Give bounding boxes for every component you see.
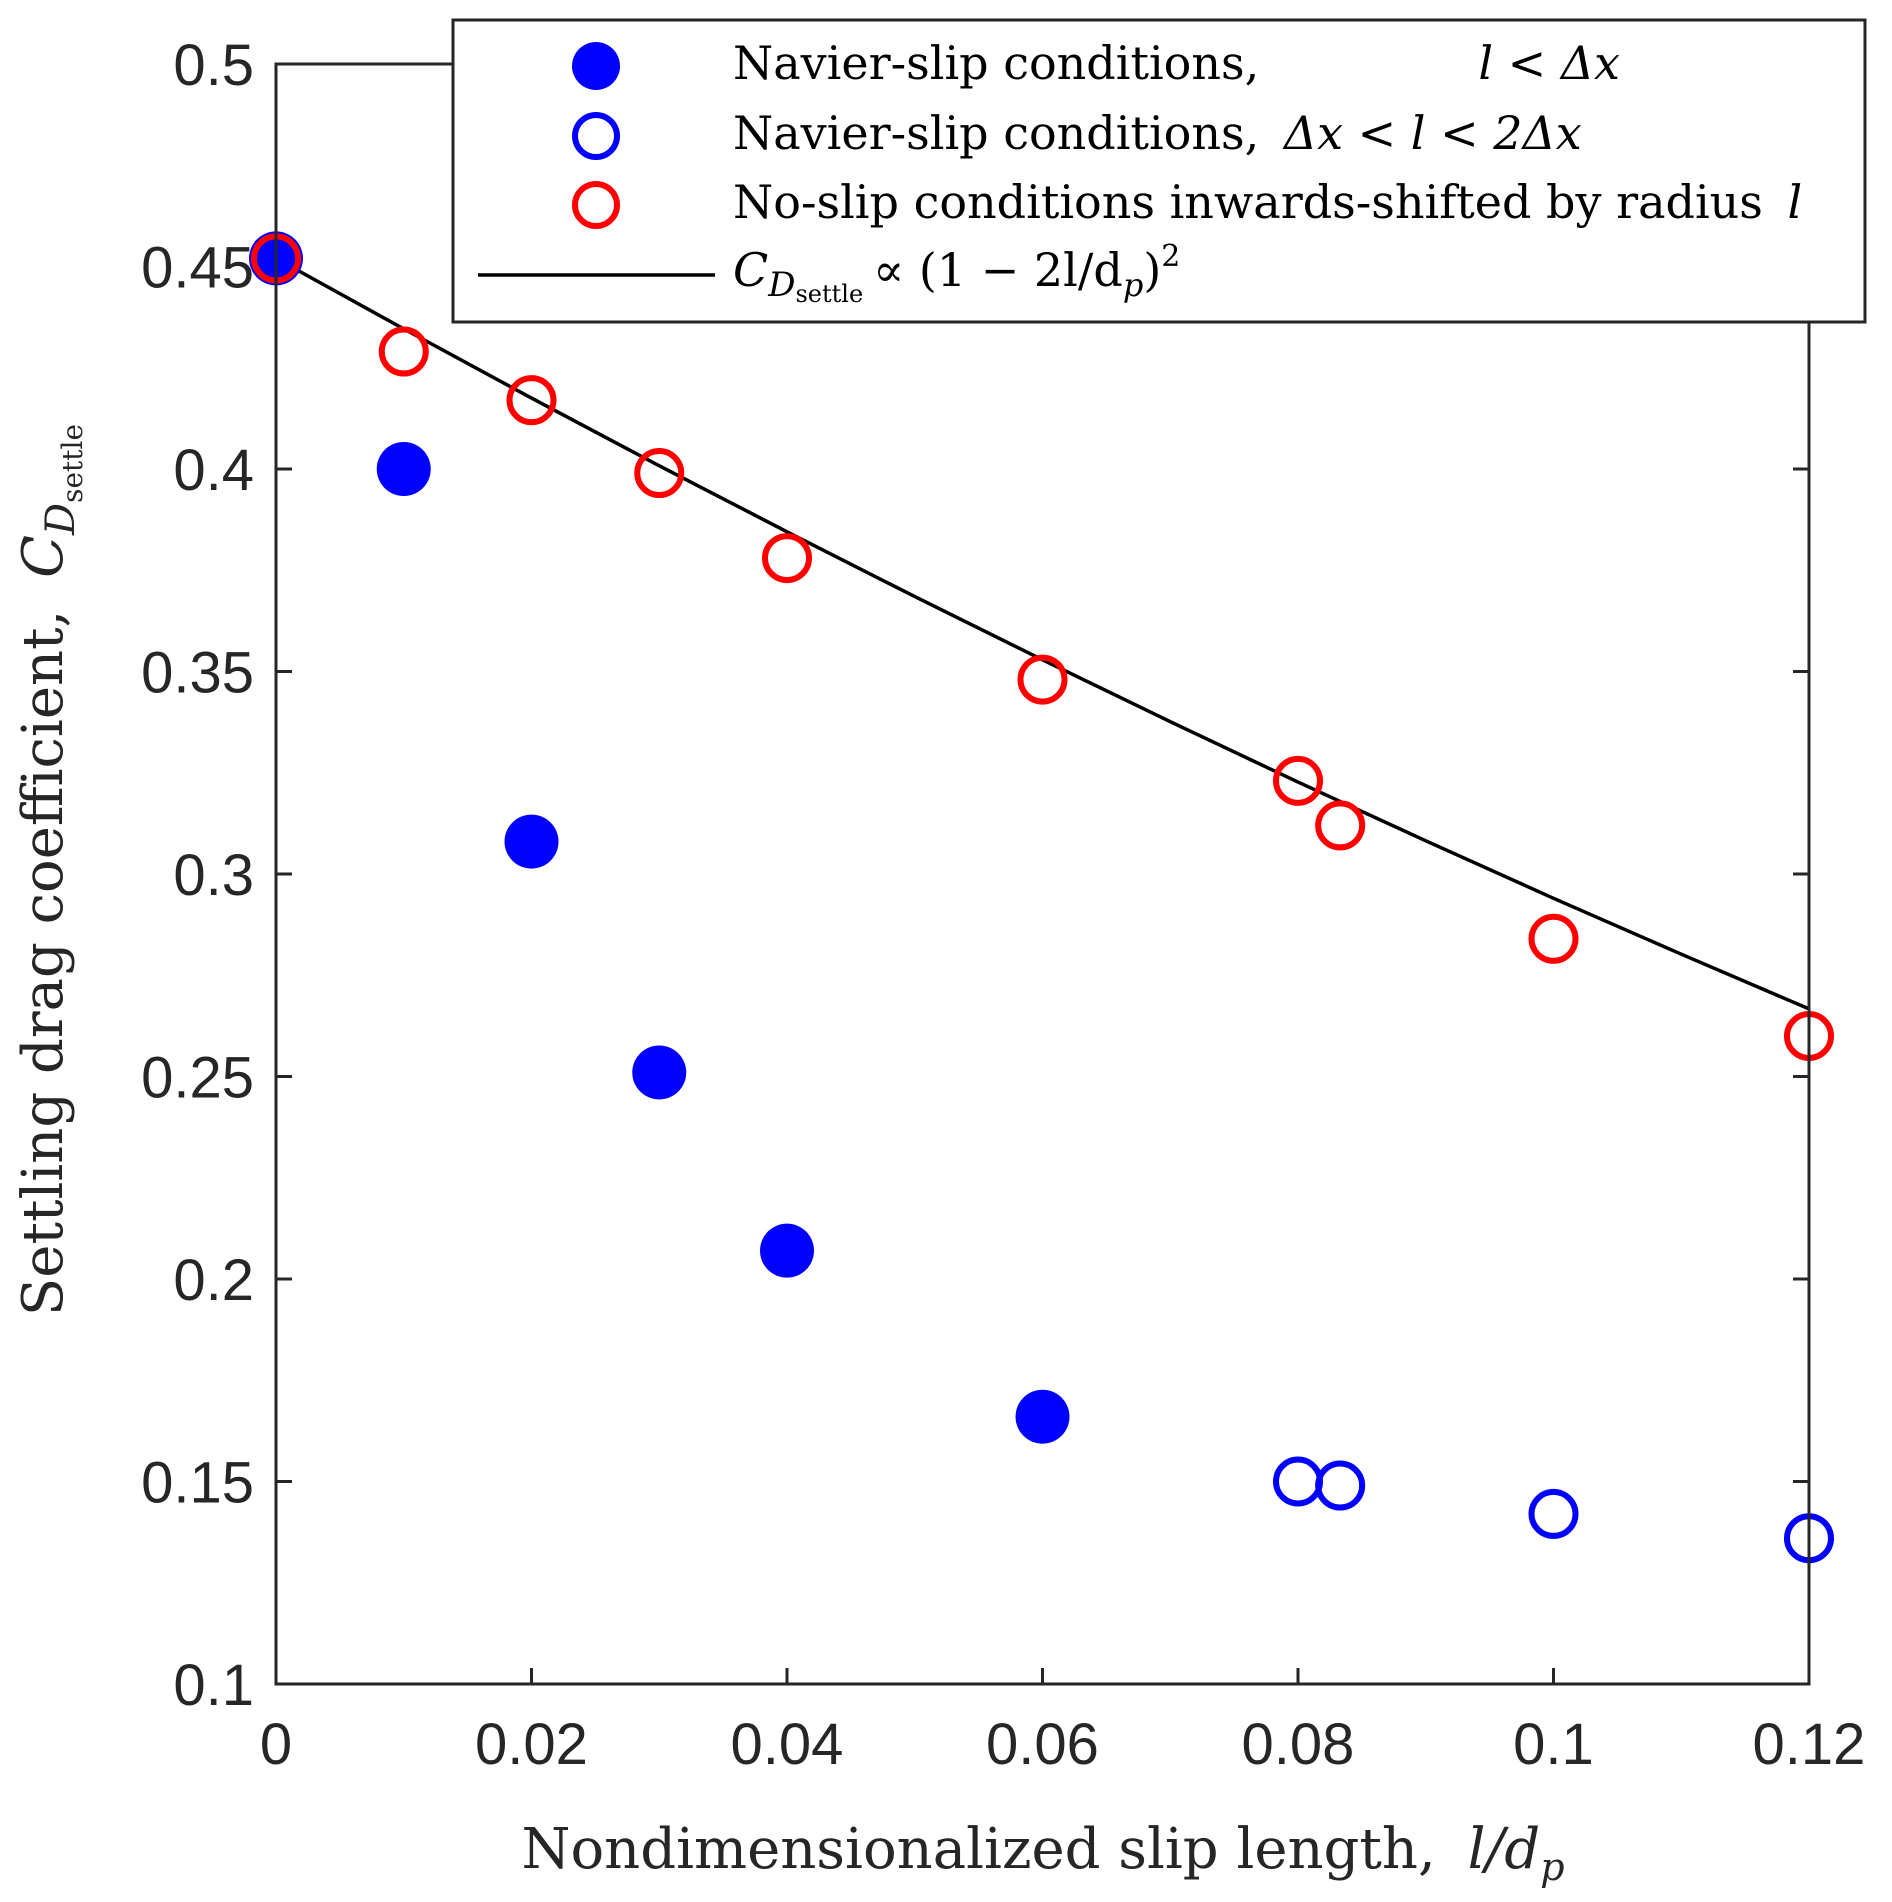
legend-box (451, 18, 1867, 324)
legend-entry-1-math: l < Δx (1478, 36, 1620, 90)
legend-entry-4-C: C (733, 243, 768, 297)
y-axis-title: Settling drag coefficient, CDsettle (11, 424, 89, 1316)
y-tick-label: 0.45 (141, 236, 254, 301)
x-tick-label: 0.08 (1242, 1712, 1355, 1777)
y-tick-label: 0.2 (173, 1248, 254, 1313)
y-tick-label: 0.15 (141, 1451, 254, 1516)
y-tick-label: 0.25 (141, 1046, 254, 1111)
legend-entry-4-settle: settle (795, 280, 863, 308)
point-navier-slip-filled (504, 814, 559, 869)
y-axis-title-settle: settle (56, 424, 89, 503)
legend-entry-2-text: Navier-slip conditions, (733, 106, 1259, 160)
legend-entry-1: Navier-slip conditions, (733, 36, 1259, 90)
legend-entry-3-text: No-slip conditions inwards-shifted by ra… (733, 175, 1763, 229)
x-axis-title-p-subscript: p (1540, 1845, 1564, 1889)
legend-entry-4-sup: 2 (1161, 239, 1180, 274)
legend-marker-navier-filled (572, 42, 620, 90)
y-axis-title-D: D (38, 503, 84, 536)
legend-entry-3-math: l (1788, 175, 1803, 229)
legend-entry-2: Navier-slip conditions, Δx < l < 2Δx (733, 106, 1582, 160)
point-no-slip-shifted (762, 533, 812, 584)
point-navier-slip-filled (376, 442, 431, 496)
x-tick-label: 0 (260, 1712, 292, 1777)
legend-entry-4-close: ) (1143, 243, 1161, 297)
point-navier-slip-open (1528, 1488, 1579, 1539)
x-tick-label: 0.06 (986, 1712, 1099, 1777)
point-navier-slip-filled (632, 1045, 687, 1100)
legend-entry-4: CDsettle ∝ (1 − 2l/dp)2 (733, 239, 1180, 308)
points-layer (249, 231, 1834, 1564)
point-no-slip-shifted (1273, 755, 1323, 806)
point-no-slip-shifted (506, 375, 557, 426)
point-navier-slip-open (1315, 1460, 1366, 1511)
point-no-slip-shifted (378, 326, 429, 377)
y-tick-label: 0.35 (141, 641, 254, 706)
y-axis-title-text: Settling drag coefficient, (11, 610, 76, 1316)
point-no-slip-shifted (1528, 913, 1579, 964)
y-tick-label: 0.4 (173, 438, 254, 503)
x-tick-label: 0.1 (1513, 1712, 1594, 1777)
point-navier-slip-filled (760, 1223, 814, 1278)
point-no-slip-shifted (1315, 800, 1366, 851)
point-no-slip-shifted (1017, 654, 1068, 705)
legend-entry-4-p: p (1123, 266, 1143, 304)
legend-marker-noslip (572, 181, 620, 229)
x-axis-title-l-over-d: l/d (1468, 1817, 1541, 1882)
y-tick-label: 0.1 (173, 1653, 254, 1718)
legend-entry-4-rest: ∝ (1 − 2l/d (873, 243, 1123, 297)
legend-entry-1-text: Navier-slip conditions, (733, 36, 1259, 90)
x-tick-label: 0.02 (475, 1712, 588, 1777)
legend: Navier-slip conditions, l < Δx Navier-sl… (451, 18, 1867, 324)
x-tick-label: 0.04 (731, 1712, 844, 1777)
x-axis-title: Nondimensionalized slip length, l/dp (521, 1817, 1564, 1889)
point-navier-slip-filled (1015, 1389, 1070, 1444)
legend-entry-2-math: Δx < l < 2Δx (1282, 106, 1582, 160)
legend-entry-4-D: D (767, 265, 795, 305)
y-axis-title-C: C (11, 535, 76, 578)
tick-labels: 0 0.02 0.04 0.06 0.08 0.1 0.12 0.1 0.15 0.2 0.25 0.… (141, 33, 1865, 1777)
legend-marker-navier-open (572, 112, 620, 160)
y-tick-label: 0.3 (173, 843, 254, 908)
x-tick-label: 0.12 (1753, 1712, 1866, 1777)
point-no-slip-shifted (634, 448, 685, 499)
legend-entry-3: No-slip conditions inwards-shifted by ra… (733, 175, 1802, 229)
y-tick-label: 0.5 (173, 33, 254, 98)
x-axis-title-text: Nondimensionalized slip length, (521, 1817, 1435, 1882)
